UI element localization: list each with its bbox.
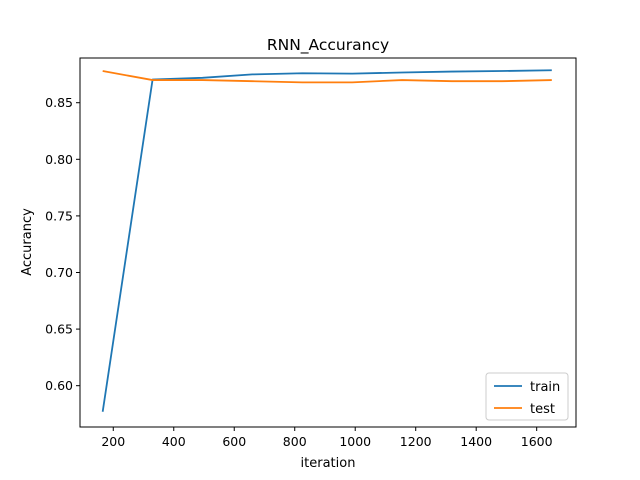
x-axis-label: iteration — [301, 456, 356, 471]
x-tick-label-800: 800 — [283, 434, 307, 449]
chart-title: RNN_Accurancy — [267, 36, 389, 55]
x-tick-label-1000: 1000 — [339, 434, 371, 449]
series-line-train — [101, 69, 552, 412]
x-tick-label-1200: 1200 — [400, 434, 432, 449]
y-tick-label-2: 0.70 — [45, 265, 73, 280]
legend-label-test: test — [530, 402, 555, 417]
y-tick-label-1: 0.65 — [45, 322, 73, 337]
x-tick-label-1400: 1400 — [460, 434, 492, 449]
plot-frame — [79, 57, 577, 428]
series-layer — [101, 69, 552, 412]
legend: train test — [485, 372, 569, 421]
series-line-test — [102, 70, 552, 84]
y-tick-label-5: 0.85 — [45, 95, 73, 110]
y-tick-label-3: 0.75 — [45, 208, 73, 223]
x-tick-label-600: 600 — [222, 434, 246, 449]
y-axis: 0.60 0.65 0.70 0.75 0.80 0.85 — [45, 95, 80, 393]
y-tick-label-0: 0.60 — [45, 378, 73, 393]
x-tick-label-400: 400 — [162, 434, 186, 449]
x-tick-label-200: 200 — [101, 434, 125, 449]
x-tick-label-1600: 1600 — [521, 434, 553, 449]
plot-background — [80, 58, 576, 427]
x-axis: 200 400 600 800 1000 1200 1400 1600 — [101, 427, 553, 449]
legend-label-train: train — [530, 380, 560, 395]
y-axis-label: Accurancy — [20, 208, 35, 276]
y-tick-label-4: 0.80 — [45, 152, 73, 167]
